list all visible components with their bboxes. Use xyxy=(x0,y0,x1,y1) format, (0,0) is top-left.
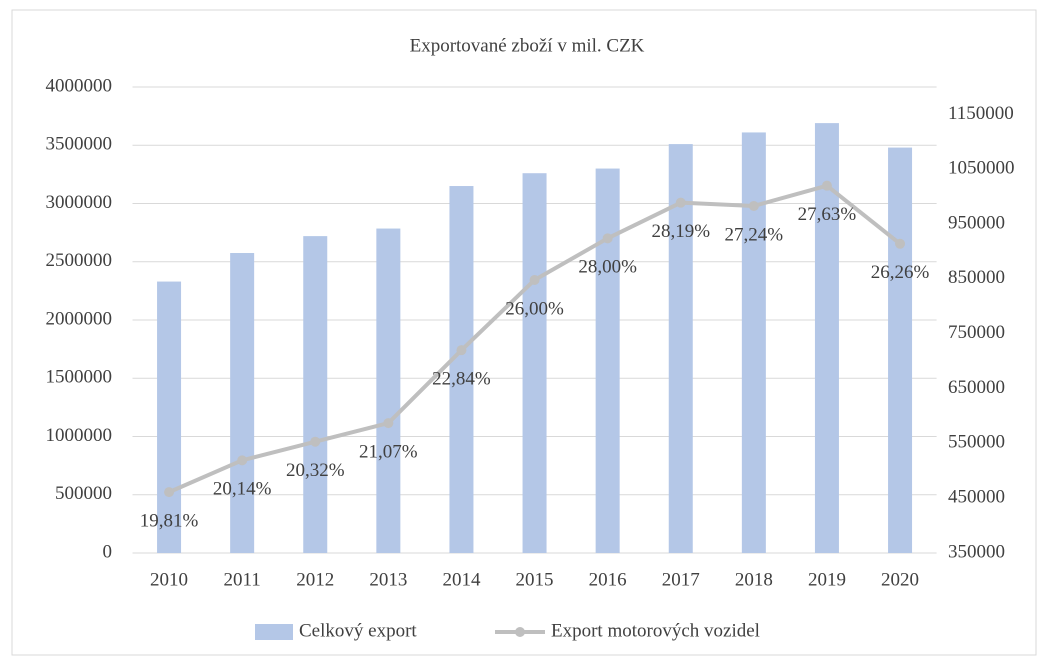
bar xyxy=(668,144,693,553)
bar xyxy=(376,228,401,554)
y-tick-label: 2500000 xyxy=(46,250,113,271)
y2-tick-label: 1050000 xyxy=(948,158,1015,179)
data-label: 26,00% xyxy=(505,298,564,319)
y-tick-label: 1500000 xyxy=(46,367,113,388)
y2-tick-label: 750000 xyxy=(948,322,1005,343)
bar xyxy=(814,123,839,554)
y2-tick-label: 850000 xyxy=(948,267,1005,288)
x-tick-label: 2012 xyxy=(296,569,334,590)
bar xyxy=(595,168,620,554)
bar xyxy=(522,173,547,553)
x-tick-label: 2014 xyxy=(442,569,481,590)
legend-swatch xyxy=(515,627,525,637)
bar xyxy=(888,147,913,553)
marker xyxy=(456,345,467,356)
x-tick-label: 2017 xyxy=(662,569,700,590)
marker xyxy=(602,233,613,244)
x-tick-label: 2016 xyxy=(589,569,627,590)
x-tick-label: 2010 xyxy=(150,569,188,590)
data-label: 21,07% xyxy=(359,441,418,462)
x-tick-label: 2019 xyxy=(808,569,846,590)
marker xyxy=(310,436,321,447)
marker xyxy=(821,180,832,191)
data-label: 20,32% xyxy=(286,460,345,481)
bar xyxy=(157,281,182,553)
legend-label: Export motorových vozidel xyxy=(551,620,760,641)
y2-tick-label: 950000 xyxy=(948,212,1005,233)
x-tick-label: 2013 xyxy=(369,569,407,590)
x-tick-label: 2018 xyxy=(735,569,773,590)
y-tick-label: 4000000 xyxy=(46,75,113,96)
y2-tick-label: 350000 xyxy=(948,541,1005,562)
bar xyxy=(230,253,255,553)
bar xyxy=(449,186,474,553)
data-label: 20,14% xyxy=(213,479,272,500)
data-label: 28,00% xyxy=(578,257,637,278)
y-tick-label: 0 xyxy=(103,541,113,562)
x-tick-label: 2011 xyxy=(224,569,261,590)
marker xyxy=(675,197,686,208)
data-label: 28,19% xyxy=(651,221,710,242)
y2-tick-label: 1150000 xyxy=(948,103,1014,124)
marker xyxy=(383,418,394,429)
marker xyxy=(164,487,175,498)
y-tick-label: 500000 xyxy=(55,483,112,504)
chart-title: Exportované zboží v mil. CZK xyxy=(410,35,645,56)
y2-tick-label: 550000 xyxy=(948,432,1005,453)
data-label: 27,24% xyxy=(725,224,784,245)
y-tick-label: 3500000 xyxy=(46,134,113,155)
y-tick-label: 2000000 xyxy=(46,308,113,329)
legend-swatch xyxy=(255,624,293,640)
y2-tick-label: 450000 xyxy=(948,487,1005,508)
marker xyxy=(529,274,540,285)
y-tick-label: 1000000 xyxy=(46,425,113,446)
y-tick-label: 3000000 xyxy=(46,192,113,213)
data-label: 26,26% xyxy=(871,262,930,283)
y2-tick-label: 650000 xyxy=(948,377,1005,398)
data-label: 22,84% xyxy=(432,369,491,390)
bar xyxy=(303,236,328,553)
x-tick-label: 2015 xyxy=(516,569,554,590)
bar xyxy=(741,132,766,553)
data-label: 27,63% xyxy=(798,204,857,225)
x-tick-label: 2020 xyxy=(881,569,919,590)
data-label: 19,81% xyxy=(140,511,199,532)
legend-label: Celkový export xyxy=(299,620,417,641)
marker xyxy=(748,200,759,211)
marker xyxy=(237,455,248,466)
marker xyxy=(895,238,906,249)
